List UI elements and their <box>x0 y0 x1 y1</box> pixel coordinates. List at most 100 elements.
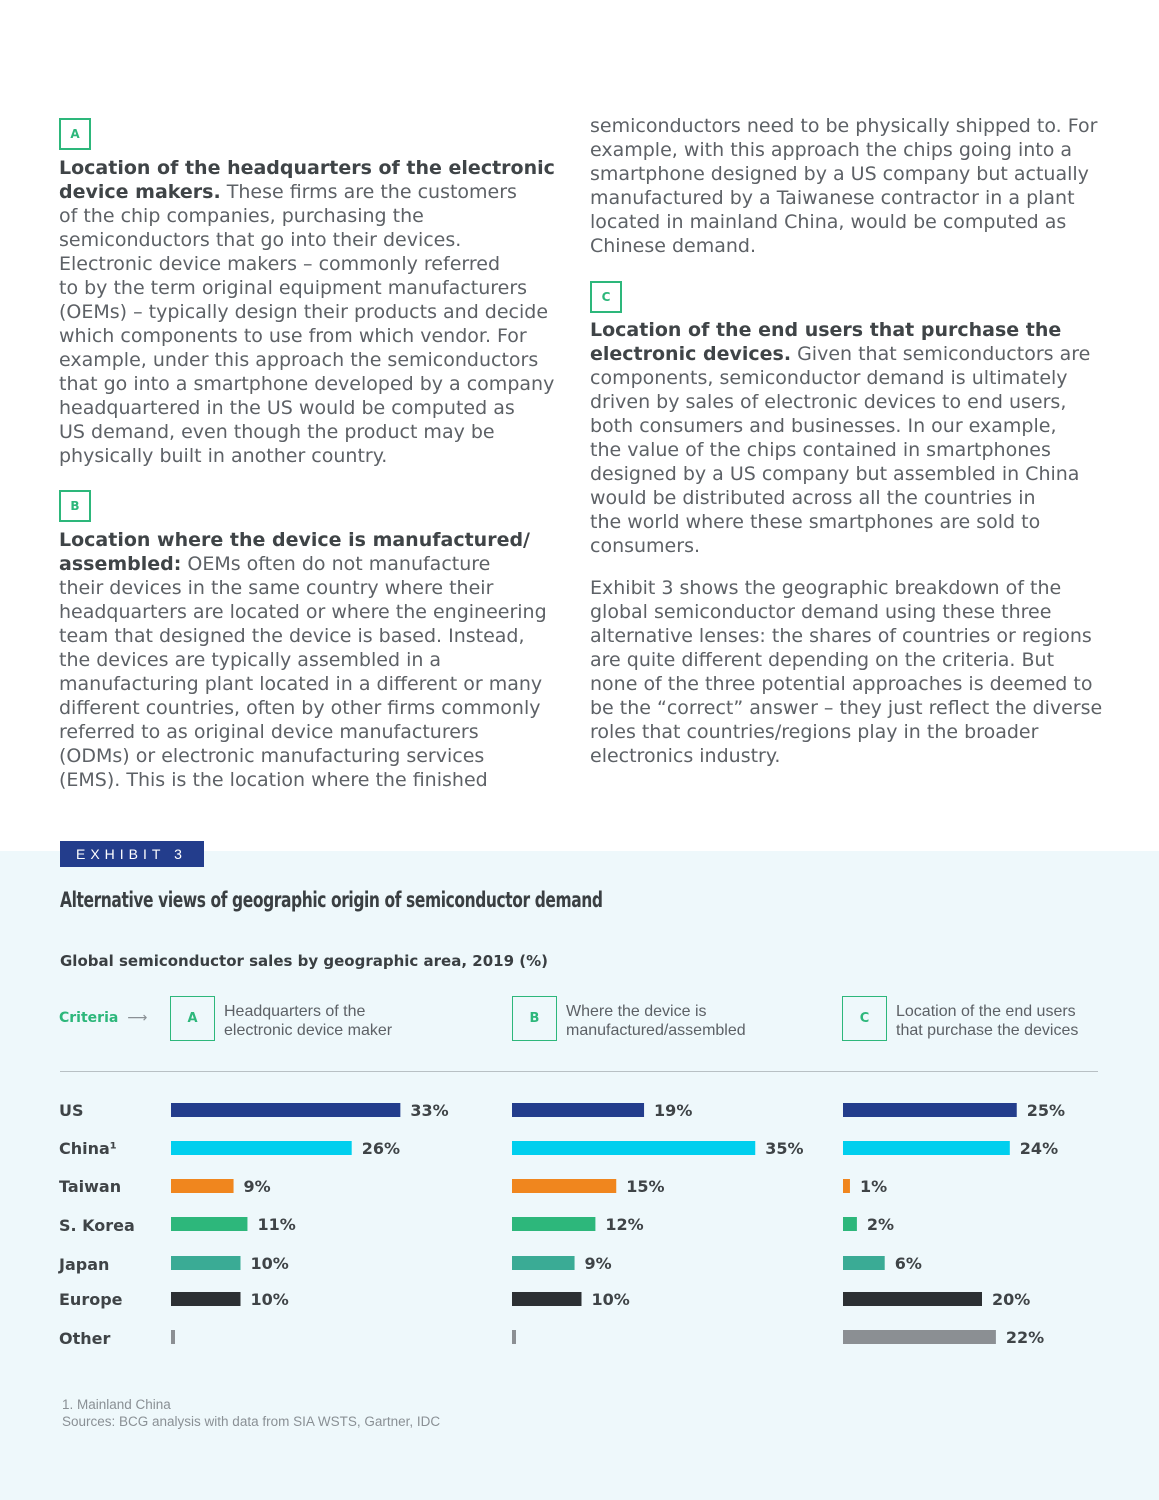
row-label-s-korea: S. Korea <box>59 1216 135 1235</box>
badge-c: C <box>590 281 622 313</box>
criteria-label-text: Criteria <box>59 1010 119 1026</box>
paragraph-b-line: OEMs often do not manufacture <box>187 553 491 575</box>
paragraph-b-line: manufacturing plant located in a differe… <box>59 673 543 695</box>
paragraph-exhibit-line: be the “correct” answer – they just refl… <box>590 697 1103 719</box>
row-label-other: Other <box>59 1329 111 1348</box>
criteria-a-line: electronic device maker <box>224 1022 393 1039</box>
paragraph-a-heading-2: device makers. <box>59 181 221 203</box>
paragraph-c-line: designed by a US company but assembled i… <box>590 463 1080 485</box>
badge-b: B <box>59 490 91 522</box>
data-label-s-korea-series-3: 2% <box>867 1215 894 1234</box>
chart-subtitle: Global semiconductor sales by geographic… <box>60 952 548 970</box>
data-label-other-series-3: 22% <box>1006 1328 1044 1347</box>
paragraph-b-line: semiconductors need to be physically shi… <box>590 115 1098 137</box>
paragraph-b-line: the devices are typically assembled in a <box>59 649 442 671</box>
criteria-divider <box>60 1071 1098 1072</box>
bar-taiwan-series-2 <box>512 1179 617 1193</box>
bar-us-series-3 <box>843 1103 1017 1117</box>
paragraph-c-line: the world where these smartphones are so… <box>590 511 1041 533</box>
bar-s-korea-series-3 <box>843 1217 857 1231</box>
paragraph-b-line: (ODMs) or electronic manufacturing servi… <box>59 745 485 767</box>
paragraph-a-line: that go into a smartphone developed by a… <box>59 373 555 395</box>
bar-europe-series-2 <box>512 1292 582 1306</box>
criteria-c-text: Location of the end users that purchase … <box>896 1002 1078 1040</box>
criteria-a-text: Headquarters of the electronic device ma… <box>224 1002 392 1040</box>
data-label-us-series-3: 25% <box>1027 1101 1065 1120</box>
bar-stub-other-series-1 <box>171 1330 175 1344</box>
criteria-c-line: that purchase the devices <box>896 1022 1079 1039</box>
paragraph-exhibit-line: none of the three potential approaches i… <box>590 673 1093 695</box>
bar-other-series-3 <box>843 1330 996 1344</box>
paragraph-exhibit-line: alternative lenses: the shares of countr… <box>590 625 1092 647</box>
paragraph-c-line: components, semiconductor demand is ulti… <box>590 367 1068 389</box>
paragraph-a: Location of the headquarters of the elec… <box>59 156 569 468</box>
arrow-right-icon: ⟶ <box>127 1010 148 1026</box>
paragraph-c-line: both consumers and businesses. In our ex… <box>590 415 1057 437</box>
data-label-china-series-3: 24% <box>1020 1139 1058 1158</box>
bar-china-series-2 <box>512 1141 756 1155</box>
paragraph-b-line: referred to as original device manufactu… <box>59 721 479 743</box>
paragraph-exhibit-intro: Exhibit 3 shows the geographic breakdown… <box>590 576 1120 768</box>
row-label-japan: Japan <box>59 1255 110 1274</box>
paragraph-a-line: Electronic device makers – commonly refe… <box>59 253 500 275</box>
footnote: 1. Mainland China <box>62 1397 171 1412</box>
row-label-taiwan: Taiwan <box>59 1177 122 1196</box>
paragraph-a-line: These firms are the customers <box>226 181 517 203</box>
paragraph-a-line: physically built in another country. <box>59 445 388 467</box>
data-label-china-series-1: 26% <box>362 1139 400 1158</box>
paragraph-a-line: to by the term original equipment manufa… <box>59 277 528 299</box>
criteria-b-line: manufactured/assembled <box>566 1022 746 1039</box>
paragraph-exhibit-line: electronics industry. <box>590 745 781 767</box>
paragraph-c-line: Given that semiconductors are <box>797 343 1091 365</box>
paragraph-a-line: US demand, even though the product may b… <box>59 421 495 443</box>
paragraph-exhibit-line: roles that countries/regions play in the… <box>590 721 1039 743</box>
paragraph-b-heading-1: Location where the device is manufacture… <box>59 529 530 551</box>
criteria-a-line: Headquarters of the <box>224 1003 366 1020</box>
paragraph-b-line: headquarters are located or where the en… <box>59 601 547 623</box>
paragraph-b-line: example, with this approach the chips go… <box>590 139 1073 161</box>
bar-us-series-2 <box>512 1103 645 1117</box>
paragraph-b-line: Chinese demand. <box>590 235 756 257</box>
paragraph-a-heading-1: Location of the headquarters of the elec… <box>59 157 555 179</box>
bar-japan-series-2 <box>512 1256 575 1270</box>
exhibit-title: Alternative views of geographic origin o… <box>60 888 603 912</box>
data-label-japan-series-1: 10% <box>251 1254 289 1273</box>
row-label-us: US <box>59 1101 84 1120</box>
paragraph-exhibit-line: global semiconductor demand using these … <box>590 601 1052 623</box>
data-label-taiwan-series-3: 1% <box>860 1177 887 1196</box>
bar-taiwan-series-3 <box>843 1179 850 1193</box>
bar-china-series-3 <box>843 1141 1010 1155</box>
bar-japan-series-3 <box>843 1256 885 1270</box>
criteria-c-line: Location of the end users <box>896 1003 1076 1020</box>
paragraph-c-line: would be distributed across all the coun… <box>590 487 1036 509</box>
paragraph-exhibit-line: Exhibit 3 shows the geographic breakdown… <box>590 577 1062 599</box>
criteria-b-badge: B <box>512 996 557 1041</box>
bar-s-korea-series-1 <box>171 1217 248 1231</box>
paragraph-b-line: located in mainland China, would be comp… <box>590 211 1067 233</box>
row-label-europe: Europe <box>59 1290 123 1309</box>
paragraph-c: Location of the end users that purchase … <box>590 318 1120 558</box>
row-label-china: China¹ <box>59 1139 117 1158</box>
bar-japan-series-1 <box>171 1256 241 1270</box>
paragraph-b-line: smartphone designed by a US company but … <box>590 163 1089 185</box>
paragraph-a-line: of the chip companies, purchasing the <box>59 205 424 227</box>
exhibit-background <box>0 851 1159 1500</box>
bar-europe-series-1 <box>171 1292 241 1306</box>
data-label-taiwan-series-2: 15% <box>626 1177 664 1196</box>
bar-europe-series-3 <box>843 1292 982 1306</box>
criteria-b-text: Where the device is manufactured/assembl… <box>566 1002 746 1040</box>
data-label-taiwan-series-1: 9% <box>244 1177 271 1196</box>
paragraph-b-continued: semiconductors need to be physically shi… <box>590 114 1120 258</box>
criteria-label: Criteria ⟶ <box>59 1010 147 1026</box>
bar-taiwan-series-1 <box>171 1179 234 1193</box>
paragraph-c-heading-1: Location of the end users that purchase … <box>590 319 1062 341</box>
paragraph-b-heading-2: assembled: <box>59 553 182 575</box>
paragraph-b-line: (EMS). This is the location where the fi… <box>59 769 488 791</box>
paragraph-c-line: driven by sales of electronic devices to… <box>590 391 1067 413</box>
paragraph-a-line: headquartered in the US would be compute… <box>59 397 515 419</box>
data-label-s-korea-series-2: 12% <box>605 1215 643 1234</box>
criteria-b-line: Where the device is <box>566 1003 707 1020</box>
data-label-japan-series-2: 9% <box>585 1254 612 1273</box>
paragraph-b-line: team that designed the device is based. … <box>59 625 525 647</box>
